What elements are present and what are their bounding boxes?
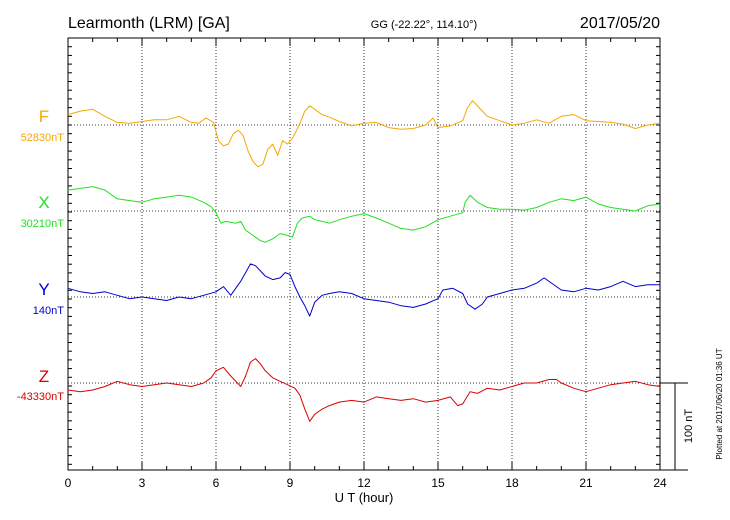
- x-axis-label: U T (hour): [335, 490, 394, 505]
- tick-marks: [67, 37, 661, 470]
- plot-footer: Plotted at 2017/06/20 01:36 UT: [715, 348, 724, 459]
- series-name-z: Z: [39, 367, 49, 386]
- x-tick-label: 3: [139, 476, 146, 490]
- x-tick-label: 18: [505, 476, 519, 490]
- series-baseline-f: 52830nT: [21, 132, 65, 144]
- series-name-x: X: [38, 193, 49, 212]
- scale-bar-label: 100 nT: [683, 409, 695, 444]
- grid-lines: [68, 38, 660, 470]
- series-line-z: [67, 358, 661, 422]
- series-baseline-x: 30210nT: [21, 218, 65, 230]
- chart-title-coordinates: GG (-22.22°, 114.10°): [371, 19, 477, 31]
- x-tick-label: 9: [287, 476, 294, 490]
- series-layer: F 52830nT X 30210nT Y 140nT Z -43330nT: [17, 100, 661, 422]
- series-line-y: [67, 263, 660, 317]
- series-line-f: [67, 100, 661, 168]
- x-tick-label: 0: [65, 476, 72, 490]
- series-line-x: [67, 186, 661, 243]
- x-tick-label: 6: [213, 476, 220, 490]
- x-tick-label: 12: [357, 476, 371, 490]
- series-name-f: F: [39, 107, 49, 126]
- series-baseline-z: -43330nT: [17, 391, 64, 403]
- scale-bar: 100 nT: [660, 382, 695, 471]
- x-tick-label: 15: [431, 476, 445, 490]
- series-baseline-y: 140nT: [33, 305, 64, 317]
- chart-title-date: 2017/05/20: [580, 15, 660, 32]
- chart-title-station: Learmonth (LRM) [GA]: [68, 15, 230, 32]
- x-tick-label: 21: [579, 476, 593, 490]
- series-name-y: Y: [38, 280, 49, 299]
- x-tick-labels: 0 3 6 9 12 15 18 21 24: [65, 476, 667, 490]
- x-tick-label: 24: [653, 476, 667, 490]
